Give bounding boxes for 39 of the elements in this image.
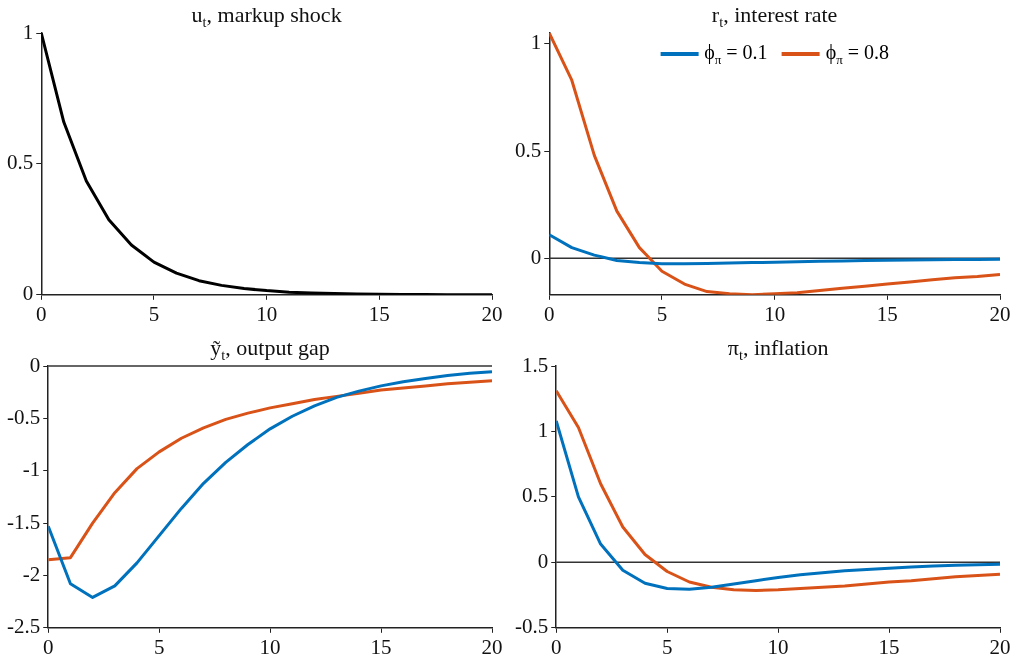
y-tick-label: 0 (29, 352, 41, 377)
y-tick-label: 0.5 (515, 137, 542, 162)
x-tick-label: 15 (876, 301, 898, 326)
x-tick-label: 20 (989, 634, 1011, 659)
x-tick-label: 5 (661, 634, 673, 659)
y-tick-label: -2 (22, 561, 41, 586)
y-tick-label: -1 (22, 457, 41, 482)
x-tick-label: 5 (656, 301, 668, 326)
y-tick-label: -0.5 (6, 404, 41, 429)
y-tick-label: 0 (22, 281, 34, 306)
x-tick-label: 20 (481, 634, 503, 659)
y-tick-label: 1 (22, 19, 34, 44)
x-tick-label: 15 (878, 634, 900, 659)
x-tick-label: 20 (481, 301, 503, 326)
y-tick-label: -1.5 (6, 509, 41, 534)
y-tick-label: 0.5 (521, 483, 549, 508)
y-tick-label: 0.5 (7, 150, 34, 175)
y-tick-label: -2.5 (6, 614, 41, 639)
x-tick-label: 5 (148, 301, 160, 326)
y-tick-label: 0 (537, 548, 549, 573)
chart-title: ỹ$_{t}$, output gap (210, 335, 330, 365)
x-tick-label: 10 (256, 301, 278, 326)
x-tick-label: 15 (368, 301, 390, 326)
x-tick-label: 10 (259, 634, 281, 659)
chart-title: u$_{t}$, markup shock (191, 2, 342, 32)
legend-label: ϕ$_{π}$ = 0.1 (703, 41, 768, 68)
x-tick-label: 20 (989, 301, 1011, 326)
x-tick-label: 10 (764, 301, 786, 326)
y-tick-label: 1 (537, 417, 549, 442)
y-tick-label: 1 (530, 30, 542, 55)
x-tick-label: 10 (767, 634, 789, 659)
x-tick-label: 15 (370, 634, 392, 659)
y-tick-label: 1.5 (521, 352, 549, 377)
legend-label: ϕ$_{π}$ = 0.8 (824, 41, 890, 68)
chart-title: r$_{t}$, interest rate (711, 2, 838, 32)
chart-title: π$_{t}$, inflation (727, 335, 829, 365)
x-tick-label: 5 (153, 634, 165, 659)
y-tick-label: -0.5 (514, 614, 549, 639)
y-tick-label: 0 (530, 244, 542, 269)
